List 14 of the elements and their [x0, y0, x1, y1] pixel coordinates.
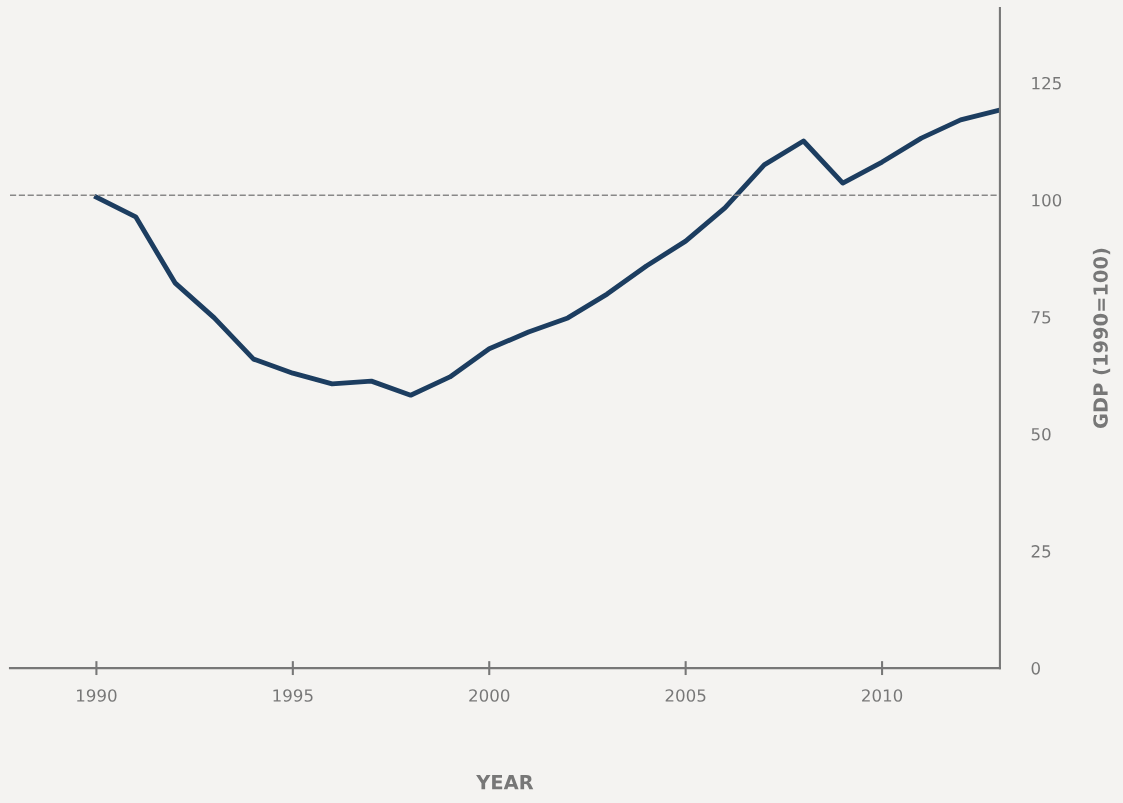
- y-axis-title: GDP (1990=100): [1092, 248, 1111, 429]
- x-tick-label: 1995: [273, 689, 313, 702]
- y-tick-label: 50: [1031, 427, 1051, 441]
- y-tick-label: 125: [1032, 76, 1061, 90]
- x-axis-title: YEAR: [476, 775, 534, 790]
- x-tick-label: 2000: [469, 689, 510, 702]
- x-tick-label: 2010: [862, 689, 903, 702]
- y-tick-label: 25: [1031, 545, 1051, 558]
- y-tick-label: 75: [1031, 311, 1051, 324]
- y-tick-label: 100: [1032, 193, 1062, 207]
- line-series: [93, 107, 1000, 398]
- x-tick-label: 2005: [665, 689, 706, 702]
- x-tick-label: 1990: [77, 689, 117, 702]
- y-tick-label: 0: [1031, 662, 1040, 675]
